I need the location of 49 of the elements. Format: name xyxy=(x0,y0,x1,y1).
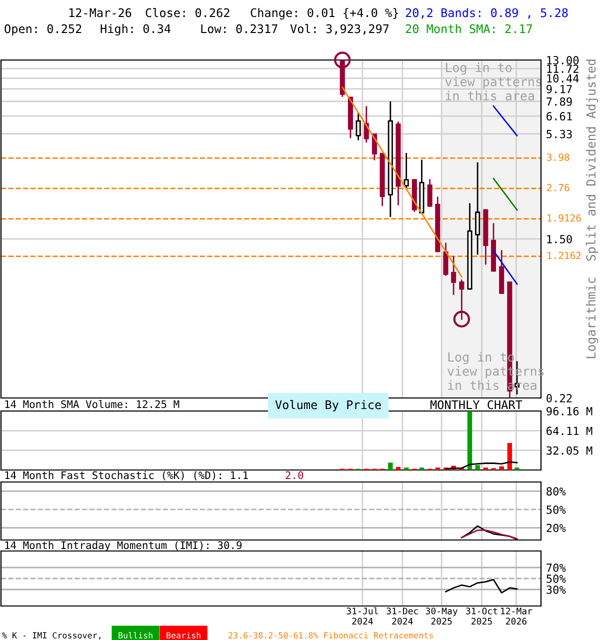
y-tick-label: 96.16 M xyxy=(546,407,592,416)
x-tick-label: 12-Mar 2026 xyxy=(500,608,532,625)
y-tick-label: 6.61 xyxy=(546,112,572,120)
text: % K - IMI Crossover, xyxy=(2,632,100,640)
text: Vol: 3,923,297 xyxy=(290,24,389,35)
ref-line-label: 2.76 xyxy=(547,184,570,192)
text: Change: 0.01 {+4.0 %} xyxy=(250,8,398,20)
y-tick-label: 20% xyxy=(546,524,566,532)
ref-line-label: 3.98 xyxy=(547,154,570,161)
ref-line-label: 1.2162 xyxy=(548,252,581,260)
y-tick-label: 0.22 xyxy=(546,394,572,402)
y-tick-label: 80% xyxy=(546,487,566,496)
y-tick-label: 5.33 xyxy=(546,130,572,138)
y-tick-label: 10.44 xyxy=(547,74,579,83)
y-tick-label: 11.72 xyxy=(547,64,578,73)
x-tick-label: 31-Oct 2025 xyxy=(466,608,498,625)
x-tick-label: 31-Dec 2024 xyxy=(386,608,418,625)
chart-title: 14 Month Fast Stochastic (%K) (%D): 1.1 xyxy=(5,471,248,480)
x-tick-label: 31-Jul 2024 xyxy=(346,607,378,625)
y-tick-label: 32.05 M xyxy=(546,446,592,455)
text: MONTHLY CHART xyxy=(430,400,522,410)
text: Bearish xyxy=(166,632,200,638)
text: Bullish xyxy=(118,632,152,638)
text: Logarithmic xyxy=(586,278,598,358)
y-tick-label: 7.89 xyxy=(546,97,572,106)
annotation: Volume By Price xyxy=(275,400,381,412)
text: 20 Month SMA: 2.17 xyxy=(406,24,532,34)
y-tick-label: 64.11 M xyxy=(546,426,592,436)
text: Low: 0.2317 xyxy=(201,24,278,34)
y-tick-label: 1.50 xyxy=(547,234,572,244)
text: High: 0.34 xyxy=(100,24,171,36)
y-tick-label: 9.17 xyxy=(546,84,572,94)
band-label: Log in to view patterns in this area xyxy=(445,62,542,100)
text: Split and Dividend Adjusted xyxy=(586,60,598,261)
text: 20,2 Bands: 0.89 , 5.28 xyxy=(406,8,568,19)
text: 12-Mar-26 xyxy=(69,8,132,18)
y-tick-label: 30% xyxy=(546,586,566,594)
chart-title: 14 Month Intraday Momentum (IMI): 30.9 xyxy=(5,541,242,552)
y-tick-label: 50% xyxy=(546,505,566,514)
x-tick-label: 30-May 2025 xyxy=(426,608,458,625)
text: 2.0 xyxy=(286,471,304,480)
ref-line-label: 1.9126 xyxy=(548,214,581,222)
chart-title: 14 Month SMA Volume: 12.25 M xyxy=(5,400,180,408)
y-tick-label: 13.00 xyxy=(547,56,579,64)
y-tick-label: 70% xyxy=(546,564,566,572)
text: Open: 0.252 xyxy=(4,24,82,36)
y-tick-label: 50% xyxy=(546,574,566,583)
text: Close: 0.262 xyxy=(146,8,230,18)
text: 23.6-38.2-50-61.8% Fibonacci Retracements xyxy=(228,632,433,638)
